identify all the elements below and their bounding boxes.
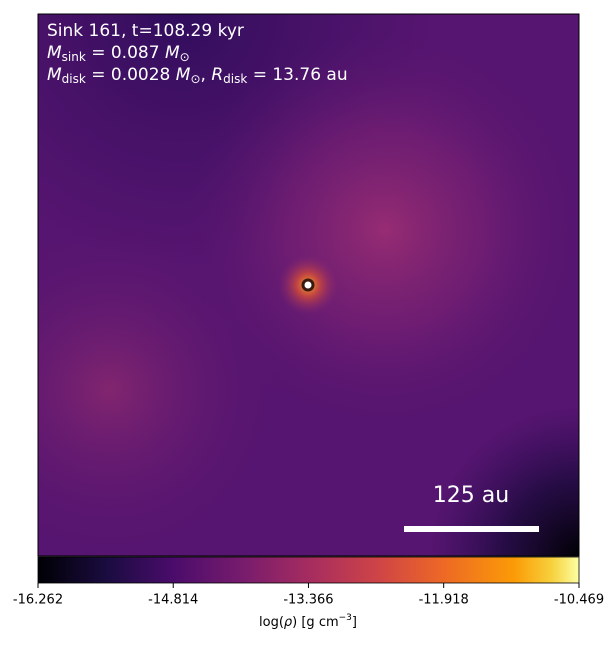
scale-bar-label: 125 au <box>433 483 509 508</box>
colorbar <box>37 556 580 584</box>
colorbar-tick-label: -14.814 <box>148 593 198 608</box>
sink-marker <box>301 278 315 292</box>
density-map <box>38 14 579 556</box>
frame <box>37 13 580 557</box>
colorbar-tick-label: -10.469 <box>554 593 604 608</box>
colorbar-tick-label: -16.262 <box>13 593 63 608</box>
colorbar-label: log(ρ) [g cm−3] <box>259 613 357 630</box>
title: Sink 161, t=108.29 kyr <box>47 21 244 41</box>
sink-mass: Msink = 0.087 M⊙ <box>47 43 190 64</box>
colorbar-tick-label: -13.366 <box>283 593 333 608</box>
colorbar-tick-label: -11.918 <box>419 593 469 608</box>
scale-bar <box>404 526 539 532</box>
disk-info: Mdisk = 0.0028 M⊙, Rdisk = 13.76 au <box>47 65 348 86</box>
